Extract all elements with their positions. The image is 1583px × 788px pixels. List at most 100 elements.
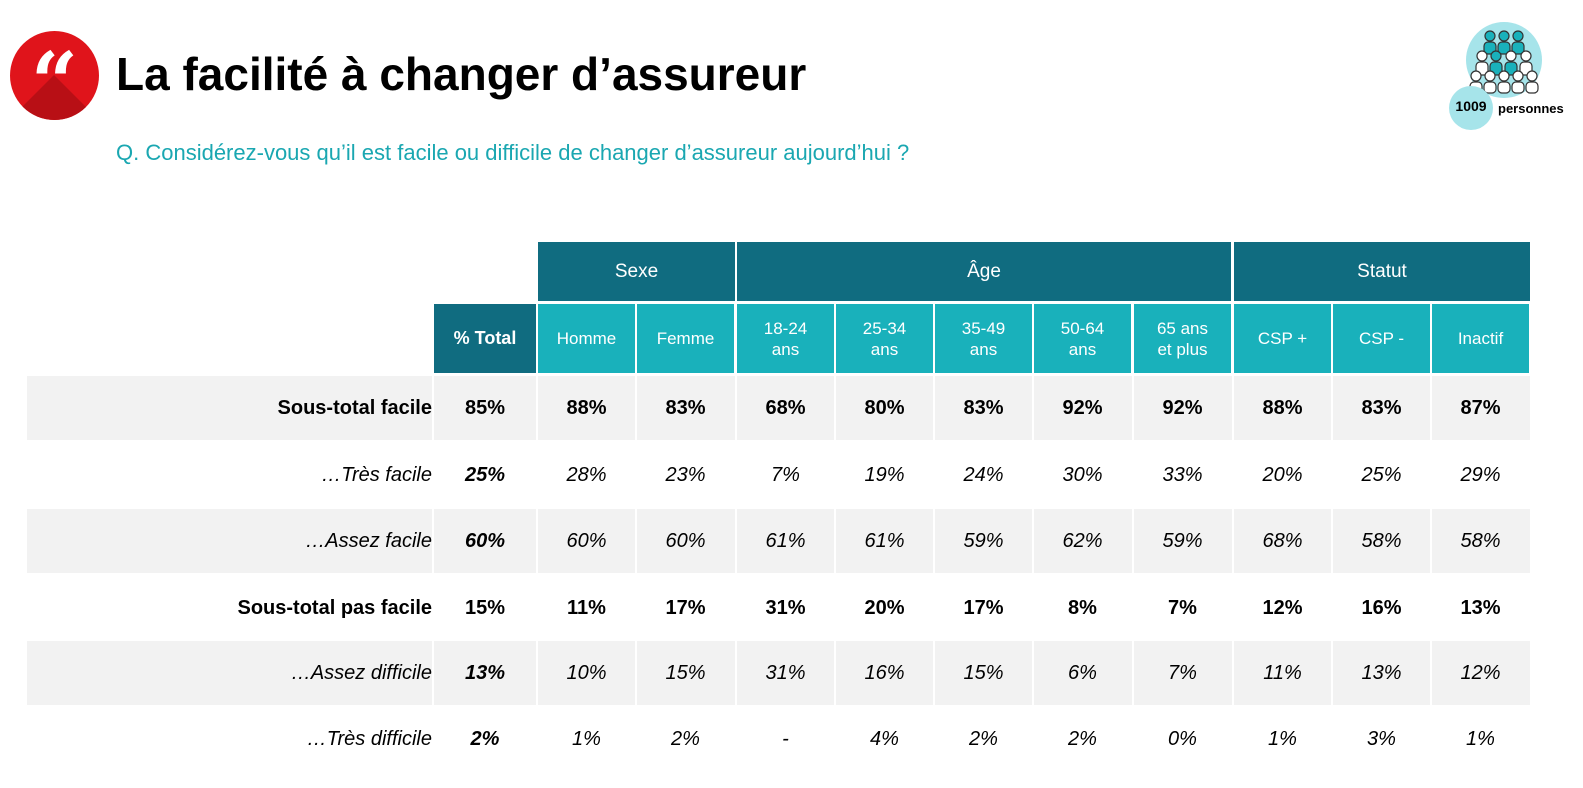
column-header-line: Inactif [1457,329,1504,348]
column-header: Homme [538,304,635,373]
row-label: …Très difficile [306,727,432,750]
table-cell: 2% [470,727,500,750]
table-cell: 13% [1460,596,1501,619]
table-cell: 15% [665,661,706,684]
column-header-line: Homme [556,329,617,348]
column-header-line: % Total [453,328,517,348]
column-header-line: ans [771,339,800,359]
table-cell: 30% [1062,463,1103,486]
table-cell: 8% [1068,596,1097,619]
table-cell: 58% [1460,529,1501,552]
column-header-line: et plus [1157,339,1208,359]
table-cell: 92% [1162,396,1203,419]
table-cell: 68% [1262,529,1303,552]
table-cell: 15% [464,596,506,619]
table-cell: 15% [963,661,1004,684]
table-cell: 7% [771,463,800,486]
table-cell: 80% [864,396,905,419]
table-cell: 61% [765,529,806,552]
column-header: 25-34 ans [836,304,933,373]
row-label: Sous-total facile [277,396,432,419]
table-cell: 29% [1460,463,1501,486]
page-title: La facilité à changer d’assureur [116,48,807,100]
column-header: CSP - [1333,304,1430,373]
column-header: 35-49 ans [935,304,1032,373]
column-header-line: ans [1068,339,1097,359]
column-header-line: 25-34 [862,318,907,338]
table-cell: 13% [464,661,506,684]
column-header-line: CSP - [1358,329,1405,348]
table-cell: 60% [665,529,706,552]
table-cell: 28% [566,463,607,486]
row-label: …Très facile [321,463,432,486]
table-cell: 83% [1361,396,1402,419]
question-text: Q. Considérez-vous qu’il est facile ou d… [116,140,910,165]
table-cell: 24% [963,463,1004,486]
table-cell: 59% [1162,529,1203,552]
table-row: …Très difficile 2% 1% 2% - 4% 2% 2% 0% 1% 3% 1% [27,707,1530,771]
table-cell: 3% [1367,727,1396,750]
table-cell: - [782,727,789,750]
column-header: 18-24 ans [737,304,834,373]
table-row: …Très facile 25% 28% 23% 7% 19% 24% 30% 33% 20% 25… [27,443,1530,507]
table-cell: 92% [1062,396,1103,419]
column-header: CSP + [1234,304,1331,373]
table-cell: 31% [765,661,806,684]
group-header-sexe: Sexe [538,242,735,301]
sample-unit: personnes [1498,101,1564,116]
table-cell: 59% [963,529,1004,552]
table-row: …Assez difficile 13% 10% 15% 31% 16% 15% 6% 7% 11… [27,641,1530,705]
sample-size-badge: 1009 personnes [1449,22,1579,132]
column-header-line: 65 ans [1156,318,1209,338]
row-label: …Assez facile [305,529,432,552]
people-group-icon [1469,30,1539,94]
column-header-line: 35-49 [961,318,1006,338]
column-header: % Total [434,304,536,373]
column-header-line: Femme [656,329,715,348]
table-cell: 7% [1168,661,1197,684]
table-cell: 20% [1262,463,1303,486]
sample-count: 1009 [1455,98,1487,114]
table-cell: 16% [864,661,905,684]
table-cell: 83% [665,396,706,419]
table-cell: 0% [1168,727,1197,750]
table-cell: 2% [969,727,998,750]
table-cell: 23% [665,463,706,486]
column-header: Femme [637,304,734,373]
table-row: Sous-total facile 85% 88% 83% 68% 80% 83% 92% 92… [27,376,1530,440]
table-cell: 2% [1068,727,1097,750]
table-cell: 1% [1268,727,1297,750]
table-cell: 1% [1466,727,1495,750]
column-header: 50-64 ans [1034,304,1131,373]
table-cell: 13% [1361,661,1402,684]
table-cell: 7% [1168,596,1197,619]
column-header-line: 50-64 [1060,318,1105,338]
column-header-line: ans [969,339,998,359]
table-row: …Assez facile 60% 60% 60% 61% 61% 59% 62% 59% 68%… [27,509,1530,573]
table-cell: 11% [1263,661,1302,684]
table-cell: 88% [566,396,607,419]
table-cell: 17% [665,596,706,619]
table-cell: 62% [1062,529,1103,552]
table-cell: 16% [1361,596,1402,619]
table-cell: 20% [864,596,905,619]
table-cell: 31% [765,596,806,619]
table-cell: 11% [567,596,606,619]
table-cell: 10% [566,661,607,684]
table-cell: 19% [864,463,905,486]
table-cell: 6% [1068,661,1097,684]
table-cell: 4% [870,727,899,750]
table-cell: 83% [963,396,1004,419]
group-header-age: Âge [737,242,1231,301]
column-header-line: ans [870,339,899,359]
table-cell: 61% [864,529,905,552]
column-header-line: 18-24 [763,318,808,338]
table-cell: 88% [1262,396,1303,419]
column-header: Inactif [1432,304,1529,373]
table-cell: 12% [1460,661,1501,684]
table-cell: 1% [572,727,601,750]
table-cell: 17% [963,596,1004,619]
table-cell: 87% [1460,396,1501,419]
quote-logo: “ [10,31,99,120]
row-label: Sous-total pas facile [237,596,433,619]
